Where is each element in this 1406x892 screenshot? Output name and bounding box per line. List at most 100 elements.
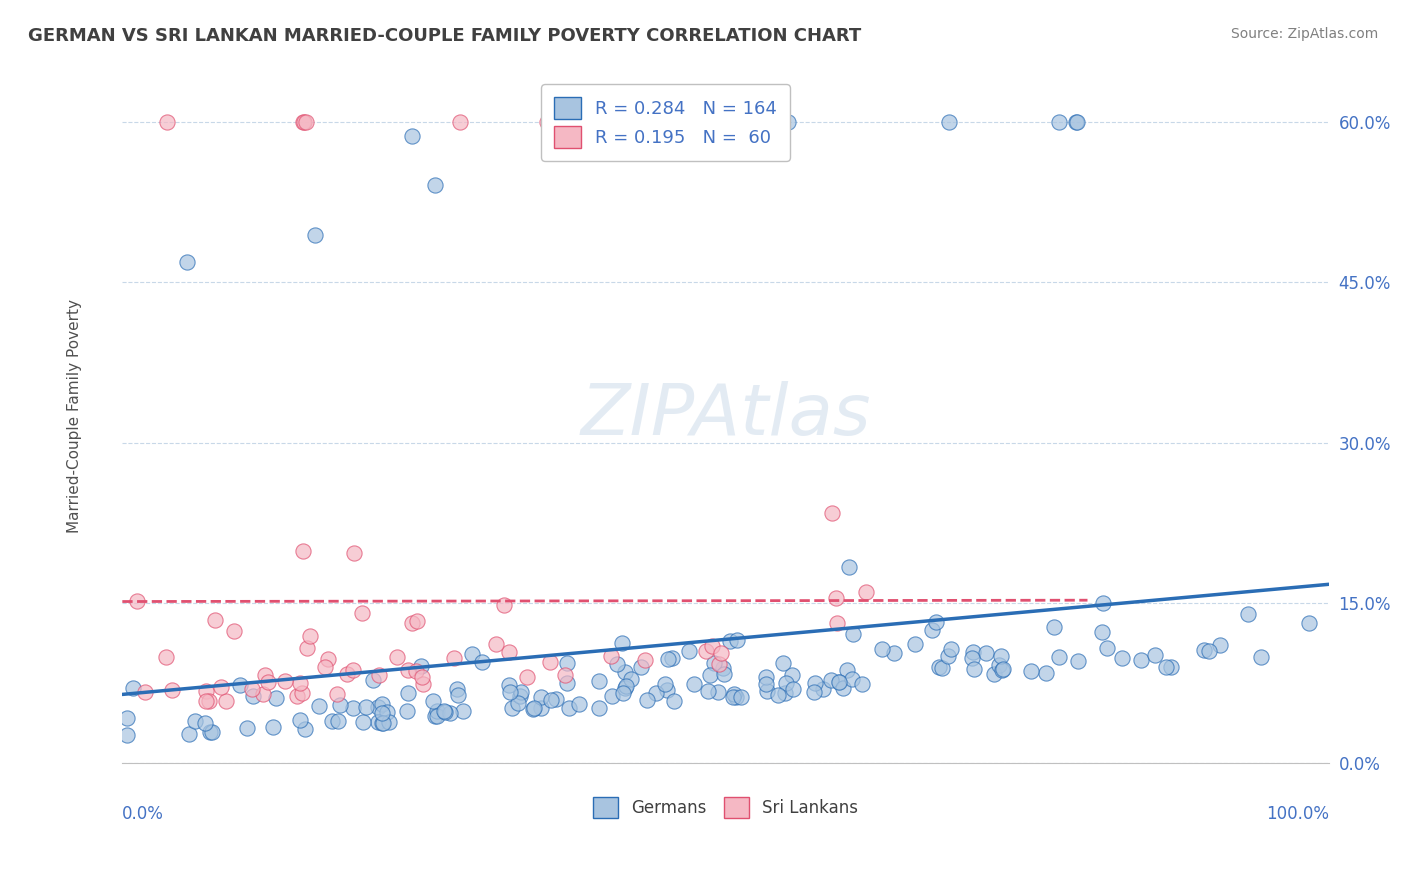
Germans xyxy=(938,115,960,129)
Germans xyxy=(657,652,679,666)
Sri Lankans xyxy=(160,682,183,697)
Sri Lankans xyxy=(285,689,308,703)
Germans xyxy=(1091,625,1114,640)
Germans xyxy=(540,693,562,707)
Germans xyxy=(828,675,851,690)
Sri Lankans xyxy=(405,664,427,678)
Sri Lankans xyxy=(700,639,723,653)
Sri Lankans xyxy=(352,606,374,620)
Sri Lankans xyxy=(222,624,245,638)
Sri Lankans xyxy=(299,629,322,643)
Sri Lankans xyxy=(825,591,848,606)
Germans xyxy=(433,705,456,719)
Germans xyxy=(782,681,804,696)
Germans xyxy=(773,686,796,700)
Germans xyxy=(1019,664,1042,678)
Germans xyxy=(987,657,1010,672)
Germans xyxy=(725,633,748,648)
Sri Lankans xyxy=(855,585,877,599)
Germans xyxy=(600,689,623,703)
Germans xyxy=(664,119,686,133)
Germans xyxy=(841,672,863,686)
Germans xyxy=(921,623,943,637)
Germans xyxy=(662,694,685,708)
Sri Lankans xyxy=(292,115,315,129)
Germans xyxy=(678,643,700,657)
Sri Lankans xyxy=(538,655,561,669)
Germans xyxy=(356,700,378,714)
Germans xyxy=(1198,644,1220,658)
Sri Lankans xyxy=(215,694,238,708)
Germans xyxy=(925,615,948,629)
Germans xyxy=(363,673,385,687)
Germans xyxy=(756,684,779,698)
Germans xyxy=(838,560,860,574)
Germans xyxy=(730,690,752,705)
Germans xyxy=(194,716,217,731)
Germans xyxy=(426,709,449,723)
Germans xyxy=(529,701,551,715)
Sri Lankans xyxy=(710,646,733,660)
Sri Lankans xyxy=(254,668,277,682)
Germans xyxy=(766,688,789,702)
Germans xyxy=(447,689,470,703)
Germans xyxy=(725,690,748,704)
Germans xyxy=(558,700,581,714)
Sri Lankans xyxy=(536,115,558,129)
Text: GERMAN VS SRI LANKAN MARRIED-COUPLE FAMILY POVERTY CORRELATION CHART: GERMAN VS SRI LANKAN MARRIED-COUPLE FAMI… xyxy=(28,27,862,45)
Germans xyxy=(371,706,394,720)
Sri Lankans xyxy=(516,670,538,684)
Germans xyxy=(367,700,389,714)
Germans xyxy=(1042,620,1064,634)
Sri Lankans xyxy=(825,615,848,630)
Germans xyxy=(1209,638,1232,652)
Germans xyxy=(434,705,457,719)
Germans xyxy=(707,685,730,699)
Germans xyxy=(962,645,984,659)
Germans xyxy=(588,673,610,688)
Germans xyxy=(936,649,959,664)
Germans xyxy=(1047,650,1070,665)
Germans xyxy=(371,698,394,712)
Germans xyxy=(378,715,401,730)
Germans xyxy=(308,698,330,713)
Germans xyxy=(184,714,207,728)
Germans xyxy=(983,667,1005,681)
Germans xyxy=(498,678,520,692)
Germans xyxy=(201,725,224,739)
Germans xyxy=(401,129,423,144)
Germans xyxy=(778,115,800,129)
Sri Lankans xyxy=(290,686,312,700)
Germans xyxy=(803,685,825,699)
Germans xyxy=(837,663,859,677)
Germans xyxy=(772,656,794,670)
Germans xyxy=(501,701,523,715)
Sri Lankans xyxy=(294,115,316,129)
Germans xyxy=(328,714,350,729)
Germans xyxy=(422,694,444,708)
Germans xyxy=(370,715,392,730)
Germans xyxy=(229,678,252,692)
Germans xyxy=(395,704,418,718)
Sri Lankans xyxy=(342,663,364,677)
Germans xyxy=(352,715,374,730)
Sri Lankans xyxy=(336,666,359,681)
Germans xyxy=(1067,654,1090,668)
Germans xyxy=(329,698,352,713)
Sri Lankans xyxy=(292,115,315,129)
Germans xyxy=(636,693,658,707)
Germans xyxy=(904,637,927,651)
Germans xyxy=(707,115,730,129)
Germans xyxy=(1047,115,1070,129)
Sri Lankans xyxy=(274,673,297,688)
Germans xyxy=(928,660,950,674)
Germans xyxy=(198,725,221,739)
Germans xyxy=(461,647,484,661)
Sri Lankans xyxy=(695,644,717,658)
Sri Lankans xyxy=(195,694,218,708)
Germans xyxy=(990,649,1012,664)
Germans xyxy=(851,677,873,691)
Text: 0.0%: 0.0% xyxy=(122,805,165,822)
Germans xyxy=(446,682,468,697)
Germans xyxy=(409,659,432,673)
